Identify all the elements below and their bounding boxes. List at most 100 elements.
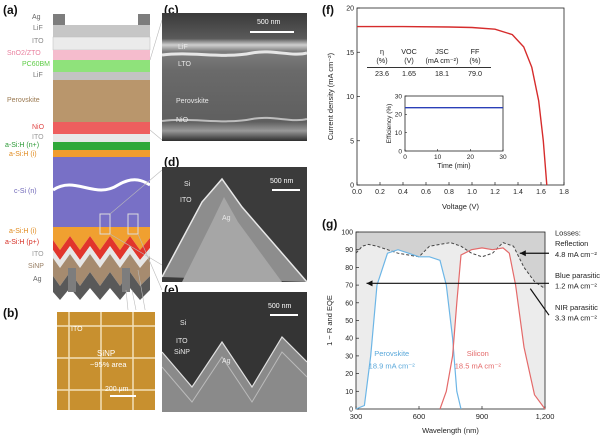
silicon-eqe-fill bbox=[440, 247, 545, 409]
eqe-chart: 300 600 900 1,200 0 10 20 30 40 50 60 70 80 90 100 Wave… bbox=[325, 229, 600, 435]
nir-arrow bbox=[529, 288, 550, 316]
jv-header-sym-jsc: JSC bbox=[435, 47, 449, 56]
inset-frame bbox=[404, 95, 504, 152]
nir-parasitic-label: NIR parasitic bbox=[555, 303, 598, 312]
eqe-xtick-label: 300 bbox=[350, 412, 363, 421]
layer-lif-mid bbox=[53, 72, 150, 80]
blue-arrowhead bbox=[366, 280, 373, 287]
inset-ytick-label: 10 bbox=[395, 130, 403, 137]
eqe-ytick-label: 50 bbox=[345, 318, 353, 325]
jv-ytick-label: 5 bbox=[350, 138, 354, 145]
silicon-label: Silicon bbox=[467, 349, 489, 358]
label-csi: c-Si (n) bbox=[14, 188, 37, 195]
jv-ylabel: Current density (mA cm⁻²) bbox=[326, 52, 335, 140]
one-minus-r-curve bbox=[355, 242, 546, 290]
sem-image-e: 500 nm Si ITO SiNP Ag bbox=[162, 292, 307, 412]
jv-xtick-label: 1.0 bbox=[467, 189, 477, 196]
jv-table-ff: 79.0 bbox=[468, 69, 482, 78]
inset-ytick-label: 20 bbox=[395, 112, 403, 119]
perovskite-eqe-curve bbox=[355, 249, 462, 410]
eqe-ytick-label: 90 bbox=[345, 247, 353, 254]
micro-scale-text: 200 μm bbox=[105, 386, 129, 393]
sem-d-label-ito: ITO bbox=[180, 197, 192, 204]
sem-c-scale-bar bbox=[250, 31, 294, 33]
sem-e-label-ito: ITO bbox=[176, 338, 188, 345]
label-ito-top: ITO bbox=[32, 38, 44, 45]
sem-e-scale-text: 500 nm bbox=[268, 303, 292, 310]
sem-image-c: 500 nm LiF LTO Perovskite NiO bbox=[162, 13, 307, 141]
zoom-box-d bbox=[99, 213, 111, 235]
layer-asi-n bbox=[53, 142, 150, 150]
label-asi-n: a-Si:H (n+) bbox=[5, 142, 40, 149]
jv-header-sym-eta: η bbox=[380, 47, 384, 56]
inset-xtick-label: 20 bbox=[467, 154, 475, 161]
micro-area-label: ~95% area bbox=[90, 360, 127, 369]
sem-c-scale-text: 500 nm bbox=[257, 19, 281, 26]
label-asi-p: a-Si:H (p+) bbox=[5, 239, 40, 246]
eqe-ytick-label: 0 bbox=[349, 407, 353, 414]
inset-xtick-label: 10 bbox=[434, 154, 442, 161]
eqe-xtick-label: 900 bbox=[476, 412, 489, 421]
eqe-ytick-label: 100 bbox=[341, 230, 353, 237]
layer-ito-top bbox=[52, 36, 151, 51]
label-nio: NiO bbox=[32, 124, 45, 131]
sinp-opening-left bbox=[68, 268, 76, 292]
layer-nio bbox=[53, 122, 150, 134]
sinp-opening-right bbox=[122, 268, 130, 292]
micro-scale-bar bbox=[110, 395, 136, 397]
silicon-eqe-curve bbox=[439, 247, 546, 410]
eqe-ytick-label: 40 bbox=[345, 336, 353, 343]
eqe-xtick-label: 1,200 bbox=[536, 412, 555, 421]
eqe-ytick-label: 60 bbox=[345, 300, 353, 307]
sem-d-label-si: Si bbox=[184, 181, 191, 188]
micrograph-grid bbox=[57, 312, 155, 410]
jv-header-sym-ff: FF bbox=[470, 47, 480, 56]
jv-curve bbox=[357, 25, 548, 186]
silicon-value: 18.5 mA cm⁻² bbox=[455, 361, 502, 370]
inset-ylabel: Efficiency (%) bbox=[386, 104, 393, 144]
inset-ytick-label: 0 bbox=[398, 148, 402, 155]
jv-table-eta: 23.6 bbox=[375, 69, 389, 78]
jv-table-header-eta: η (%) bbox=[369, 47, 395, 65]
reflection-label: Reflection bbox=[555, 239, 588, 248]
eqe-ytick-label: 30 bbox=[345, 353, 353, 360]
jv-xlabel: Voltage (V) bbox=[442, 202, 480, 211]
jv-table-voc: 1.65 bbox=[402, 69, 416, 78]
panel-label-b: (b) bbox=[3, 306, 19, 320]
label-ag-bottom: Ag bbox=[33, 276, 42, 283]
eqe-xtick-label: 600 bbox=[413, 412, 426, 421]
jv-ytick-label: 20 bbox=[346, 6, 354, 13]
eqe-ytick-label: 20 bbox=[345, 371, 353, 378]
sem-c-label-perovskite: Perovskite bbox=[176, 98, 209, 105]
eqe-ytick-label: 80 bbox=[345, 265, 353, 272]
jv-xtick-label: 1.2 bbox=[490, 189, 500, 196]
jv-table-header-ff: FF (%) bbox=[462, 47, 488, 65]
sem-d-label-ag: Ag bbox=[222, 215, 231, 222]
nir-parasitic-value: 3.3 mA cm⁻² bbox=[555, 314, 597, 323]
jv-chart: 0.0 0.2 0.4 0.6 0.8 1.0 1.2 1.4 1.6 1.8 0 5 10 15 20 Vo… bbox=[326, 6, 569, 212]
inset-xtick-label: 0 bbox=[403, 154, 407, 161]
layer-sno2 bbox=[53, 50, 150, 60]
label-ag-top: Ag bbox=[32, 14, 41, 21]
layer-asi-i-top bbox=[53, 150, 150, 157]
reflection-value: 4.8 mA cm⁻² bbox=[555, 250, 597, 259]
jv-header-unit-eta: (%) bbox=[376, 55, 388, 65]
jv-xtick-label: 1.8 bbox=[559, 189, 569, 196]
jv-xtick-label: 0.0 bbox=[352, 189, 362, 196]
jv-table-rule bbox=[367, 67, 491, 68]
sem-d-scale-bar bbox=[272, 189, 300, 191]
eqe-xlabel: Wavelength (nm) bbox=[422, 426, 479, 435]
wafer-break-mark bbox=[52, 178, 151, 192]
layer-asi-p bbox=[53, 236, 150, 260]
label-lif-top: LiF bbox=[33, 25, 43, 32]
label-perovskite: Perovskite bbox=[7, 97, 40, 104]
eqe-ytick-label: 10 bbox=[345, 389, 353, 396]
inset-xtick-label: 30 bbox=[499, 154, 507, 161]
jv-header-unit-voc: (V) bbox=[404, 55, 414, 65]
layer-ito-bottom bbox=[53, 246, 150, 268]
jv-xtick-label: 0.2 bbox=[375, 189, 385, 196]
micro-ito-label: ITO bbox=[71, 326, 83, 333]
jv-table-jsc: 18.1 bbox=[435, 69, 449, 78]
label-ito-mid: ITO bbox=[32, 134, 44, 141]
panel-label-f: (f) bbox=[322, 3, 334, 17]
